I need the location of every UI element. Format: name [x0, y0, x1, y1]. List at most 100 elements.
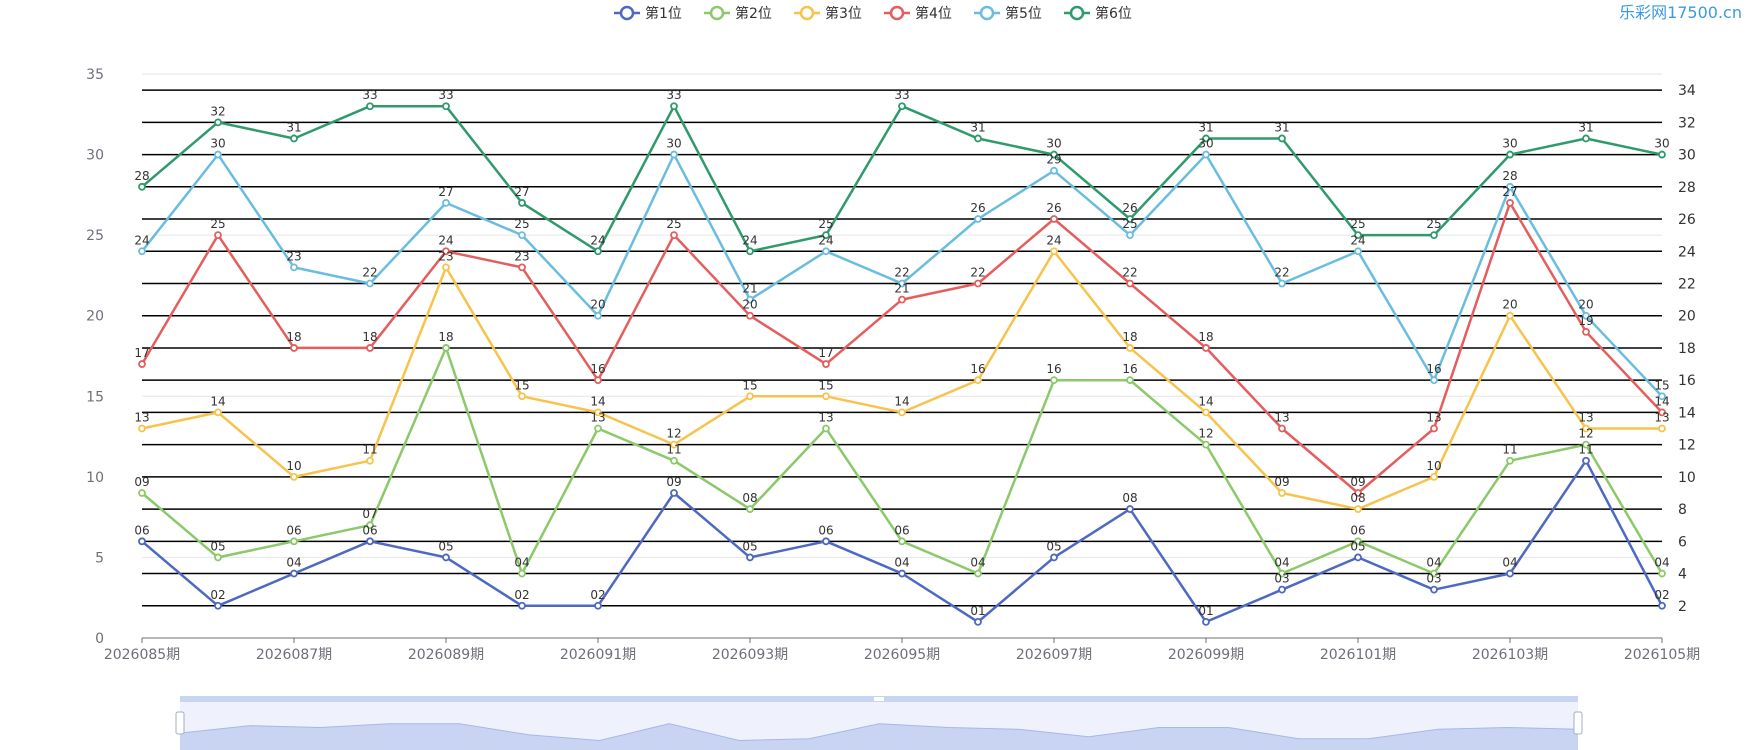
data-point[interactable] — [1202, 150, 1210, 159]
data-point[interactable] — [1430, 424, 1438, 433]
data-point[interactable] — [1202, 344, 1210, 352]
data-point[interactable] — [1658, 150, 1666, 159]
data-point[interactable] — [366, 537, 374, 546]
data-point[interactable] — [974, 279, 982, 288]
data-point[interactable] — [898, 408, 906, 417]
data-point[interactable] — [1430, 472, 1438, 481]
data-point[interactable] — [594, 408, 602, 417]
data-point[interactable] — [442, 263, 450, 272]
data-point[interactable] — [138, 360, 146, 368]
data-point[interactable] — [974, 215, 982, 223]
data-point[interactable] — [1430, 569, 1438, 578]
data-point[interactable] — [1278, 585, 1286, 594]
data-point[interactable] — [1278, 279, 1286, 288]
data-point[interactable] — [1430, 231, 1438, 240]
data-point[interactable] — [1354, 553, 1362, 562]
data-point[interactable] — [670, 102, 678, 111]
data-point[interactable] — [518, 263, 526, 272]
data-zoom-slider[interactable] — [175, 696, 1583, 750]
data-point[interactable] — [670, 489, 678, 497]
data-point[interactable] — [366, 102, 374, 111]
data-point[interactable] — [366, 344, 374, 352]
data-point[interactable] — [594, 601, 602, 610]
data-point[interactable] — [518, 392, 526, 401]
data-point[interactable] — [974, 376, 982, 385]
data-point[interactable] — [1050, 215, 1058, 223]
data-point[interactable] — [1506, 150, 1514, 159]
data-point[interactable] — [290, 537, 298, 546]
data-point[interactable] — [822, 424, 830, 433]
data-point[interactable] — [138, 537, 146, 546]
data-point[interactable] — [138, 424, 146, 433]
data-point[interactable] — [1126, 231, 1134, 240]
data-point[interactable] — [290, 344, 298, 352]
data-point[interactable] — [670, 231, 678, 240]
data-point[interactable] — [1126, 376, 1134, 385]
data-point[interactable] — [1582, 134, 1590, 143]
data-point[interactable] — [214, 601, 222, 610]
data-point[interactable] — [1658, 601, 1666, 610]
data-point[interactable] — [670, 150, 678, 159]
legend-item-1[interactable]: 第1位 — [614, 5, 682, 22]
data-point[interactable] — [214, 118, 222, 127]
data-point[interactable] — [1658, 424, 1666, 433]
data-point[interactable] — [594, 376, 602, 385]
data-point[interactable] — [594, 247, 602, 256]
data-point[interactable] — [1582, 311, 1590, 320]
legend-item-3[interactable]: 第3位 — [794, 5, 862, 22]
data-point[interactable] — [214, 408, 222, 417]
data-point[interactable] — [1354, 231, 1362, 240]
data-point[interactable] — [898, 295, 906, 304]
data-point[interactable] — [1430, 585, 1438, 594]
data-point[interactable] — [822, 537, 830, 546]
data-point[interactable] — [366, 456, 374, 465]
data-point[interactable] — [138, 182, 146, 191]
legend-item-6[interactable]: 第6位 — [1064, 5, 1132, 22]
data-point[interactable] — [1126, 215, 1134, 223]
data-point[interactable] — [1506, 456, 1514, 465]
data-point[interactable] — [1202, 134, 1210, 143]
data-point[interactable] — [366, 279, 374, 288]
data-point[interactable] — [746, 247, 754, 256]
data-point[interactable] — [1126, 344, 1134, 352]
data-point[interactable] — [746, 553, 754, 562]
data-point[interactable] — [1430, 376, 1438, 385]
data-point[interactable] — [1050, 166, 1058, 175]
legend-item-4[interactable]: 第4位 — [884, 5, 952, 22]
data-point[interactable] — [518, 569, 526, 578]
data-point[interactable] — [1506, 311, 1514, 320]
data-point[interactable] — [214, 553, 222, 562]
data-point[interactable] — [746, 311, 754, 320]
data-point[interactable] — [1582, 440, 1590, 449]
data-point[interactable] — [1050, 553, 1058, 562]
data-point[interactable] — [442, 344, 450, 352]
data-point[interactable] — [746, 392, 754, 401]
data-point[interactable] — [898, 279, 906, 288]
data-point[interactable] — [1050, 376, 1058, 385]
data-point[interactable] — [594, 424, 602, 433]
data-point[interactable] — [1278, 489, 1286, 497]
data-point[interactable] — [974, 617, 982, 626]
data-point[interactable] — [290, 472, 298, 481]
data-point[interactable] — [670, 440, 678, 449]
data-point[interactable] — [1278, 424, 1286, 433]
data-point[interactable] — [594, 311, 602, 320]
data-point[interactable] — [1354, 537, 1362, 546]
data-point[interactable] — [1050, 247, 1058, 256]
data-point[interactable] — [1658, 569, 1666, 578]
data-point[interactable] — [518, 199, 526, 207]
data-point[interactable] — [1354, 247, 1362, 256]
data-point[interactable] — [1658, 408, 1666, 417]
data-point[interactable] — [1582, 424, 1590, 433]
data-point[interactable] — [974, 569, 982, 578]
data-point[interactable] — [1278, 134, 1286, 143]
data-point[interactable] — [138, 247, 146, 256]
data-point[interactable] — [670, 456, 678, 465]
data-point[interactable] — [1506, 182, 1514, 191]
data-point[interactable] — [138, 489, 146, 497]
data-point[interactable] — [822, 231, 830, 240]
data-point[interactable] — [1202, 617, 1210, 626]
data-point[interactable] — [822, 392, 830, 401]
legend-item-2[interactable]: 第2位 — [704, 5, 772, 22]
data-point[interactable] — [898, 569, 906, 578]
